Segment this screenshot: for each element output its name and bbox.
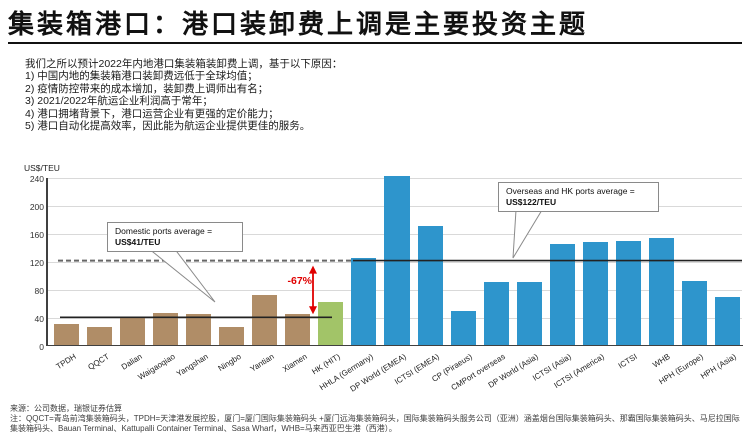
bar xyxy=(54,324,80,345)
y-tick-label: 0 xyxy=(39,341,44,352)
bullet-item: 1) 中国内地的集装箱港口装卸费远低于全球均值； xyxy=(25,70,258,83)
bar xyxy=(516,282,542,345)
y-tick-label: 80 xyxy=(34,285,44,296)
y-axis-title: US$/TEU xyxy=(24,163,60,173)
bullet-intro: 我们之所以预计2022年内地港口集装箱装卸费上调，基于以下原因： xyxy=(25,58,343,70)
bar xyxy=(186,313,212,345)
bar xyxy=(450,311,476,345)
bullet-item: 4) 港口拥堵背景下，港口运营企业有更强的定价能力； xyxy=(25,107,279,120)
bar-chart: Domestic ports average = US$41/TEU Overs… xyxy=(46,175,743,394)
bar xyxy=(483,282,509,345)
bar xyxy=(87,326,113,345)
bar xyxy=(582,242,608,345)
bar xyxy=(285,314,311,345)
page-title: 集装箱港口：港口装卸费上调是主要投资主题 xyxy=(8,9,589,39)
callout-overseas-text: Overseas and HK ports average = xyxy=(506,186,635,196)
bar xyxy=(153,312,179,345)
bullet-list: 我们之所以预计2022年内地港口集装箱装卸费上调，基于以下原因： 1) 中国内地… xyxy=(25,58,545,132)
bar xyxy=(120,317,146,345)
bar xyxy=(219,326,245,345)
callout-overseas-value: US$122/TEU xyxy=(506,197,557,207)
bullet-item: 3) 2021/2022年航运企业利润高于常年； xyxy=(25,95,213,108)
bullet-item: 5) 港口自动化提高效率，因此能为航运企业提供更佳的服务。 xyxy=(25,120,311,133)
callout-overseas-average: Overseas and HK ports average = US$122/T… xyxy=(498,182,659,212)
bar xyxy=(417,226,443,345)
source-note: 来源：公司数据，瑞银证券估算 xyxy=(10,404,122,413)
bar xyxy=(318,302,344,345)
y-tick-label: 120 xyxy=(29,257,44,268)
percent-difference-label: -67% xyxy=(287,275,312,287)
y-tick-label: 200 xyxy=(29,201,44,212)
bar xyxy=(714,297,740,345)
definition-note: 注：QQCT=青岛前湾集装箱码头，TPDH=天津港发展控股，厦门=厦门国际集装箱… xyxy=(10,413,740,433)
arrowhead-up xyxy=(309,265,317,274)
bullet-item: 2) 疫情防控带来的成本增加，装卸费上调师出有名； xyxy=(25,82,269,95)
callout-domestic-text: Domestic ports average = xyxy=(115,226,213,236)
x-axis-line xyxy=(46,344,743,346)
callout-domestic-value: US$41/TEU xyxy=(115,237,161,247)
footnotes: 来源：公司数据，瑞银证券估算 注：QQCT=青岛前湾集装箱码头，TPDH=天津港… xyxy=(10,404,746,433)
bar xyxy=(252,294,278,345)
title-underline xyxy=(8,42,742,44)
callout-domestic-average: Domestic ports average = US$41/TEU xyxy=(107,222,243,252)
bar xyxy=(681,280,707,345)
y-tick-label: 240 xyxy=(29,173,44,184)
y-tick-label: 160 xyxy=(29,229,44,240)
bar xyxy=(351,258,377,345)
bar xyxy=(648,237,674,345)
callout-overseas-pointer xyxy=(512,209,543,259)
bar xyxy=(615,240,641,345)
y-tick-label: 40 xyxy=(34,313,44,324)
callout-domestic-pointer xyxy=(146,247,216,303)
arrowhead-down xyxy=(309,306,317,315)
chart-annotations xyxy=(58,209,742,319)
y-axis-line xyxy=(46,178,48,346)
